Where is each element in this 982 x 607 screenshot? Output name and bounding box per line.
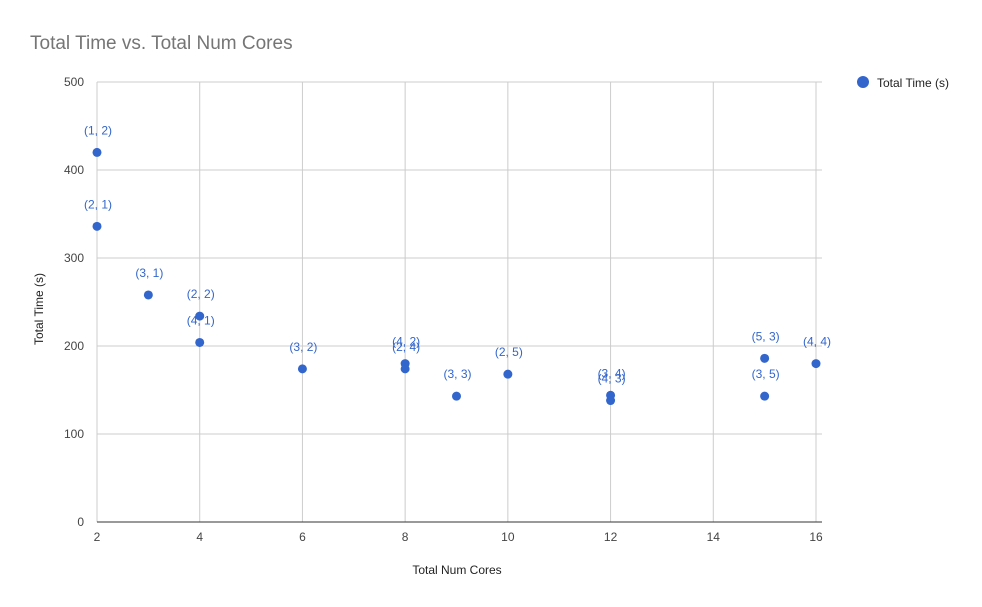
point-data-label: (4, 2) [392, 335, 420, 349]
grid [96, 81, 822, 522]
point-data-label: (3, 5) [752, 367, 780, 381]
chart-title: Total Time vs. Total Num Cores [30, 33, 293, 54]
y-axis-title: Total Time (s) [32, 273, 46, 345]
y-tick-label: 400 [64, 163, 84, 177]
y-tick-label: 500 [64, 75, 84, 89]
y-tick-label: 0 [77, 515, 84, 529]
point-data-label: (3, 2) [289, 340, 317, 354]
x-tick-label: 4 [196, 530, 203, 544]
point-data-label: (3, 4) [598, 366, 626, 380]
legend: Total Time (s) [857, 76, 949, 90]
point-data-label: (4, 3) [598, 372, 626, 386]
scatter-point [452, 391, 461, 401]
point-data-label: (4, 4) [803, 335, 831, 349]
x-tick-label: 12 [604, 530, 618, 544]
scatter-point [503, 369, 513, 379]
point-data-label: (3, 3) [443, 367, 471, 381]
scatter-point [811, 359, 821, 369]
scatter-point [400, 364, 410, 374]
point-data-label: (2, 2) [187, 287, 215, 301]
scatter-point [760, 391, 770, 401]
data-points [92, 147, 821, 406]
point-data-label: (3, 1) [135, 266, 163, 280]
x-tick-label: 8 [402, 530, 409, 544]
scatter-point [297, 364, 307, 374]
x-tick-label: 6 [299, 530, 306, 544]
legend-label: Total Time (s) [877, 76, 949, 90]
point-data-label: (2, 4) [392, 340, 420, 354]
x-axis-title: Total Num Cores [412, 563, 501, 577]
data-labels: (1, 2) (2, 1) (3, 1) (2, 2) (4, 1) (3, 2) (4, … [84, 123, 831, 385]
scatter-point [92, 221, 102, 231]
y-tick-label: 300 [64, 251, 84, 265]
legend-marker-icon [857, 76, 869, 88]
scatter-point [143, 290, 153, 300]
y-tick-label: 100 [64, 427, 84, 441]
x-tick-label: 2 [94, 530, 101, 544]
x-tick-label: 16 [809, 530, 823, 544]
scatter-point [760, 353, 770, 363]
x-tick-label: 14 [707, 530, 721, 544]
point-data-label: (2, 5) [495, 345, 523, 359]
x-tick-label: 10 [501, 530, 515, 544]
scatter-point [606, 396, 616, 406]
scatter-point [92, 147, 102, 157]
y-tick-label: 200 [64, 339, 84, 353]
scatter-point [195, 311, 205, 321]
point-data-label: (2, 1) [84, 197, 112, 211]
scatter-point [195, 337, 205, 347]
point-data-label: (1, 2) [84, 123, 112, 137]
point-data-label: (5, 3) [752, 329, 780, 343]
point-data-label: (4, 1) [187, 313, 215, 327]
tick-labels: 0 100 200 300 400 500 2 4 6 8 10 12 14 16 [64, 75, 823, 544]
